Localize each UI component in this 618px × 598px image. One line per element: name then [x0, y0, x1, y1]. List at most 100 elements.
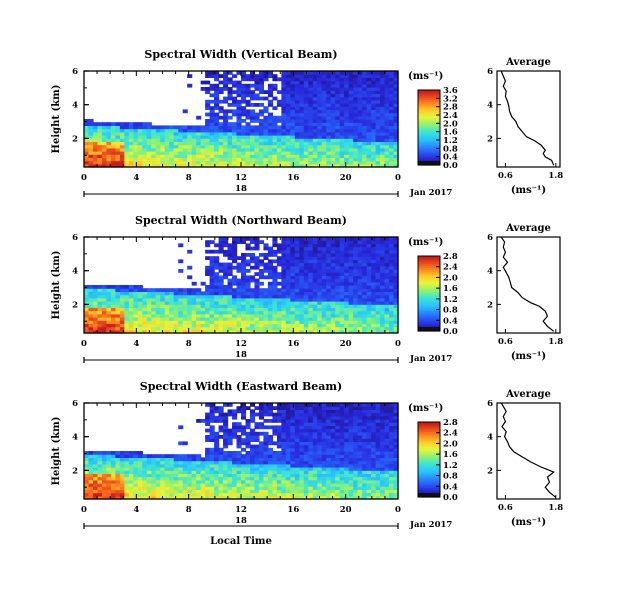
heat-cell: [272, 278, 278, 283]
heat-cell: [92, 307, 99, 312]
heat-cell: [308, 310, 314, 315]
heat-cell: [236, 451, 242, 455]
heat-cell: [151, 128, 157, 133]
heat-cell: [146, 125, 152, 130]
heat-cell: [326, 285, 332, 289]
heat-cell: [241, 409, 247, 414]
heat-cell: [357, 80, 363, 85]
heat-cell: [214, 125, 220, 130]
heat-cell: [267, 288, 273, 292]
heat-cell: [371, 441, 377, 446]
heat-cell: [133, 131, 139, 136]
heat-cell: [326, 135, 332, 139]
heat-cell: [380, 125, 386, 130]
heat-cell: [294, 467, 300, 471]
heat-cell: [384, 326, 390, 331]
heat-cell: [267, 304, 273, 308]
heat-cell: [209, 99, 215, 104]
heat-cell: [371, 326, 377, 331]
heat-cell: [357, 243, 363, 248]
heat-cell: [115, 310, 121, 315]
heat-cell: [353, 403, 359, 407]
heat-cell: [258, 495, 265, 500]
heat-cell: [223, 272, 229, 276]
heat-cell: [200, 313, 206, 318]
heat-cell: [97, 138, 103, 142]
heat-cell: [209, 285, 215, 289]
heat-cell: [303, 483, 309, 487]
heat-cell: [263, 326, 269, 331]
heat-cell: [214, 294, 220, 299]
heat-cell: [371, 125, 377, 130]
heat-cell: [330, 122, 336, 126]
heat-cell: [245, 154, 251, 158]
heat-cell: [227, 256, 233, 260]
average-y-tick-label: 4: [487, 267, 493, 277]
heat-cell: [330, 131, 336, 136]
heat-cell: [124, 157, 130, 162]
heat-cell: [241, 476, 247, 481]
heat-cell: [209, 301, 215, 305]
colorbar-segment: [418, 148, 440, 151]
heat-cell: [223, 87, 229, 91]
heat-cell: [137, 310, 143, 315]
heat-cell: [249, 476, 256, 481]
heat-cell: [236, 285, 242, 289]
heat-cell: [245, 285, 251, 289]
heat-cell: [357, 256, 363, 260]
heat-cell: [205, 243, 211, 248]
heat-cell: [366, 444, 372, 449]
heat-cell: [312, 125, 318, 130]
heat-cell: [182, 495, 188, 500]
heat-cell: [344, 473, 350, 478]
heat-cell: [196, 320, 202, 324]
heat-cell: [267, 326, 273, 331]
heat-cell: [178, 297, 184, 302]
heat-cell: [151, 470, 157, 474]
heat-cell: [375, 135, 381, 139]
heat-cell: [357, 307, 363, 312]
heat-cell: [258, 415, 265, 420]
heat-cell: [330, 473, 336, 478]
heat-cell: [218, 476, 224, 481]
heat-cell: [321, 441, 327, 446]
heat-cell: [137, 454, 143, 458]
heat-cell: [155, 457, 161, 462]
heat-cell: [133, 285, 139, 289]
heat-cell: [101, 294, 108, 299]
heat-cell: [101, 122, 108, 126]
heat-cell: [344, 151, 350, 155]
heat-cell: [299, 87, 305, 91]
heat-cell: [308, 285, 314, 289]
heat-cell: [115, 160, 121, 165]
heat-cell: [241, 403, 247, 407]
heat-cell: [348, 438, 354, 442]
heat-cell: [241, 259, 247, 264]
heat-cell: [384, 77, 390, 82]
heat-cell: [335, 253, 341, 257]
heat-cell: [357, 112, 363, 117]
heat-cell: [299, 323, 305, 328]
heat-cell: [362, 147, 368, 152]
heat-cell: [227, 281, 233, 286]
heat-cell: [263, 256, 269, 260]
heat-cell: [312, 119, 318, 123]
heat-cell: [384, 483, 390, 487]
heat-cell: [348, 278, 354, 283]
heat-cell: [155, 479, 161, 484]
heat-cell: [308, 406, 314, 410]
heat-cell: [258, 80, 265, 85]
heat-cell: [371, 275, 377, 280]
heat-cell: [389, 288, 395, 292]
heat-cell: [362, 428, 368, 433]
heat-cell: [330, 93, 336, 98]
colorbar-segment: [418, 276, 440, 280]
heat-cell: [344, 483, 350, 487]
heat-cell: [353, 285, 359, 289]
heat-cell: [285, 74, 291, 78]
heat-cell: [321, 278, 327, 283]
heat-cell: [200, 467, 206, 471]
heat-cell: [92, 495, 99, 500]
heat-cell: [276, 329, 282, 334]
heat-cell: [92, 451, 99, 455]
